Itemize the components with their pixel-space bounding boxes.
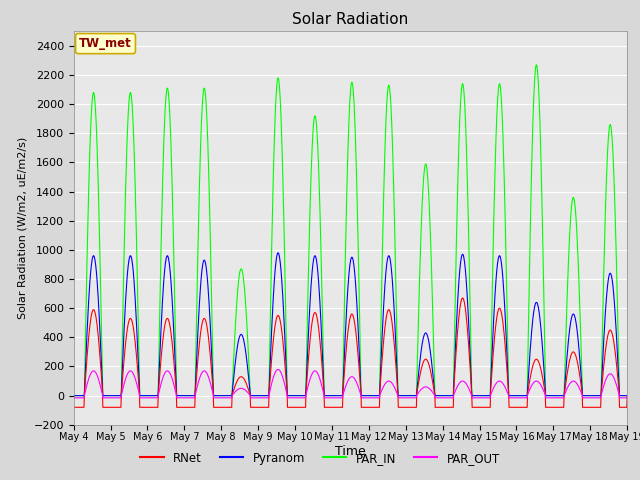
Line: Pyranom: Pyranom [74, 253, 627, 396]
PAR_OUT [193, 386, 200, 392]
PAR_IN [193, 306, 200, 312]
RNet [558, 405, 566, 410]
PAR_IN [532, 62, 540, 68]
RNet [436, 405, 444, 410]
PAR_IN [179, 393, 187, 398]
RNet [623, 393, 631, 398]
PAR_IN [255, 393, 262, 398]
Legend: RNet, Pyranom, PAR_IN, PAR_OUT: RNet, Pyranom, PAR_IN, PAR_OUT [135, 447, 505, 469]
PAR_IN [509, 393, 516, 398]
Pyranom [558, 393, 566, 398]
Pyranom [274, 250, 282, 256]
Y-axis label: Solar Radiation (W/m2, uE/m2/s): Solar Radiation (W/m2, uE/m2/s) [18, 137, 28, 319]
PAR_OUT [70, 395, 77, 401]
Line: RNet: RNet [74, 298, 627, 408]
PAR_OUT [436, 395, 444, 401]
Pyranom [509, 393, 516, 398]
Pyranom [70, 393, 77, 398]
X-axis label: Time: Time [335, 445, 366, 458]
RNet [179, 405, 187, 410]
PAR_IN [558, 393, 566, 398]
PAR_OUT [623, 393, 631, 398]
RNet [255, 405, 262, 410]
RNet [459, 295, 467, 301]
RNet [70, 405, 77, 410]
PAR_IN [70, 393, 77, 398]
Pyranom [179, 393, 187, 398]
Pyranom [193, 354, 200, 360]
PAR_IN [436, 393, 444, 398]
PAR_OUT [509, 395, 516, 401]
Title: Solar Radiation: Solar Radiation [292, 12, 408, 27]
PAR_IN [623, 393, 631, 398]
PAR_OUT [274, 367, 282, 372]
RNet [509, 405, 516, 410]
Line: PAR_IN: PAR_IN [74, 65, 627, 396]
RNet [193, 371, 200, 377]
PAR_OUT [558, 395, 566, 401]
Pyranom [623, 393, 631, 398]
PAR_OUT [255, 395, 262, 401]
Pyranom [255, 393, 262, 398]
PAR_OUT [179, 395, 187, 401]
Pyranom [436, 393, 444, 398]
Text: TW_met: TW_met [79, 37, 132, 50]
Line: PAR_OUT: PAR_OUT [74, 370, 627, 398]
